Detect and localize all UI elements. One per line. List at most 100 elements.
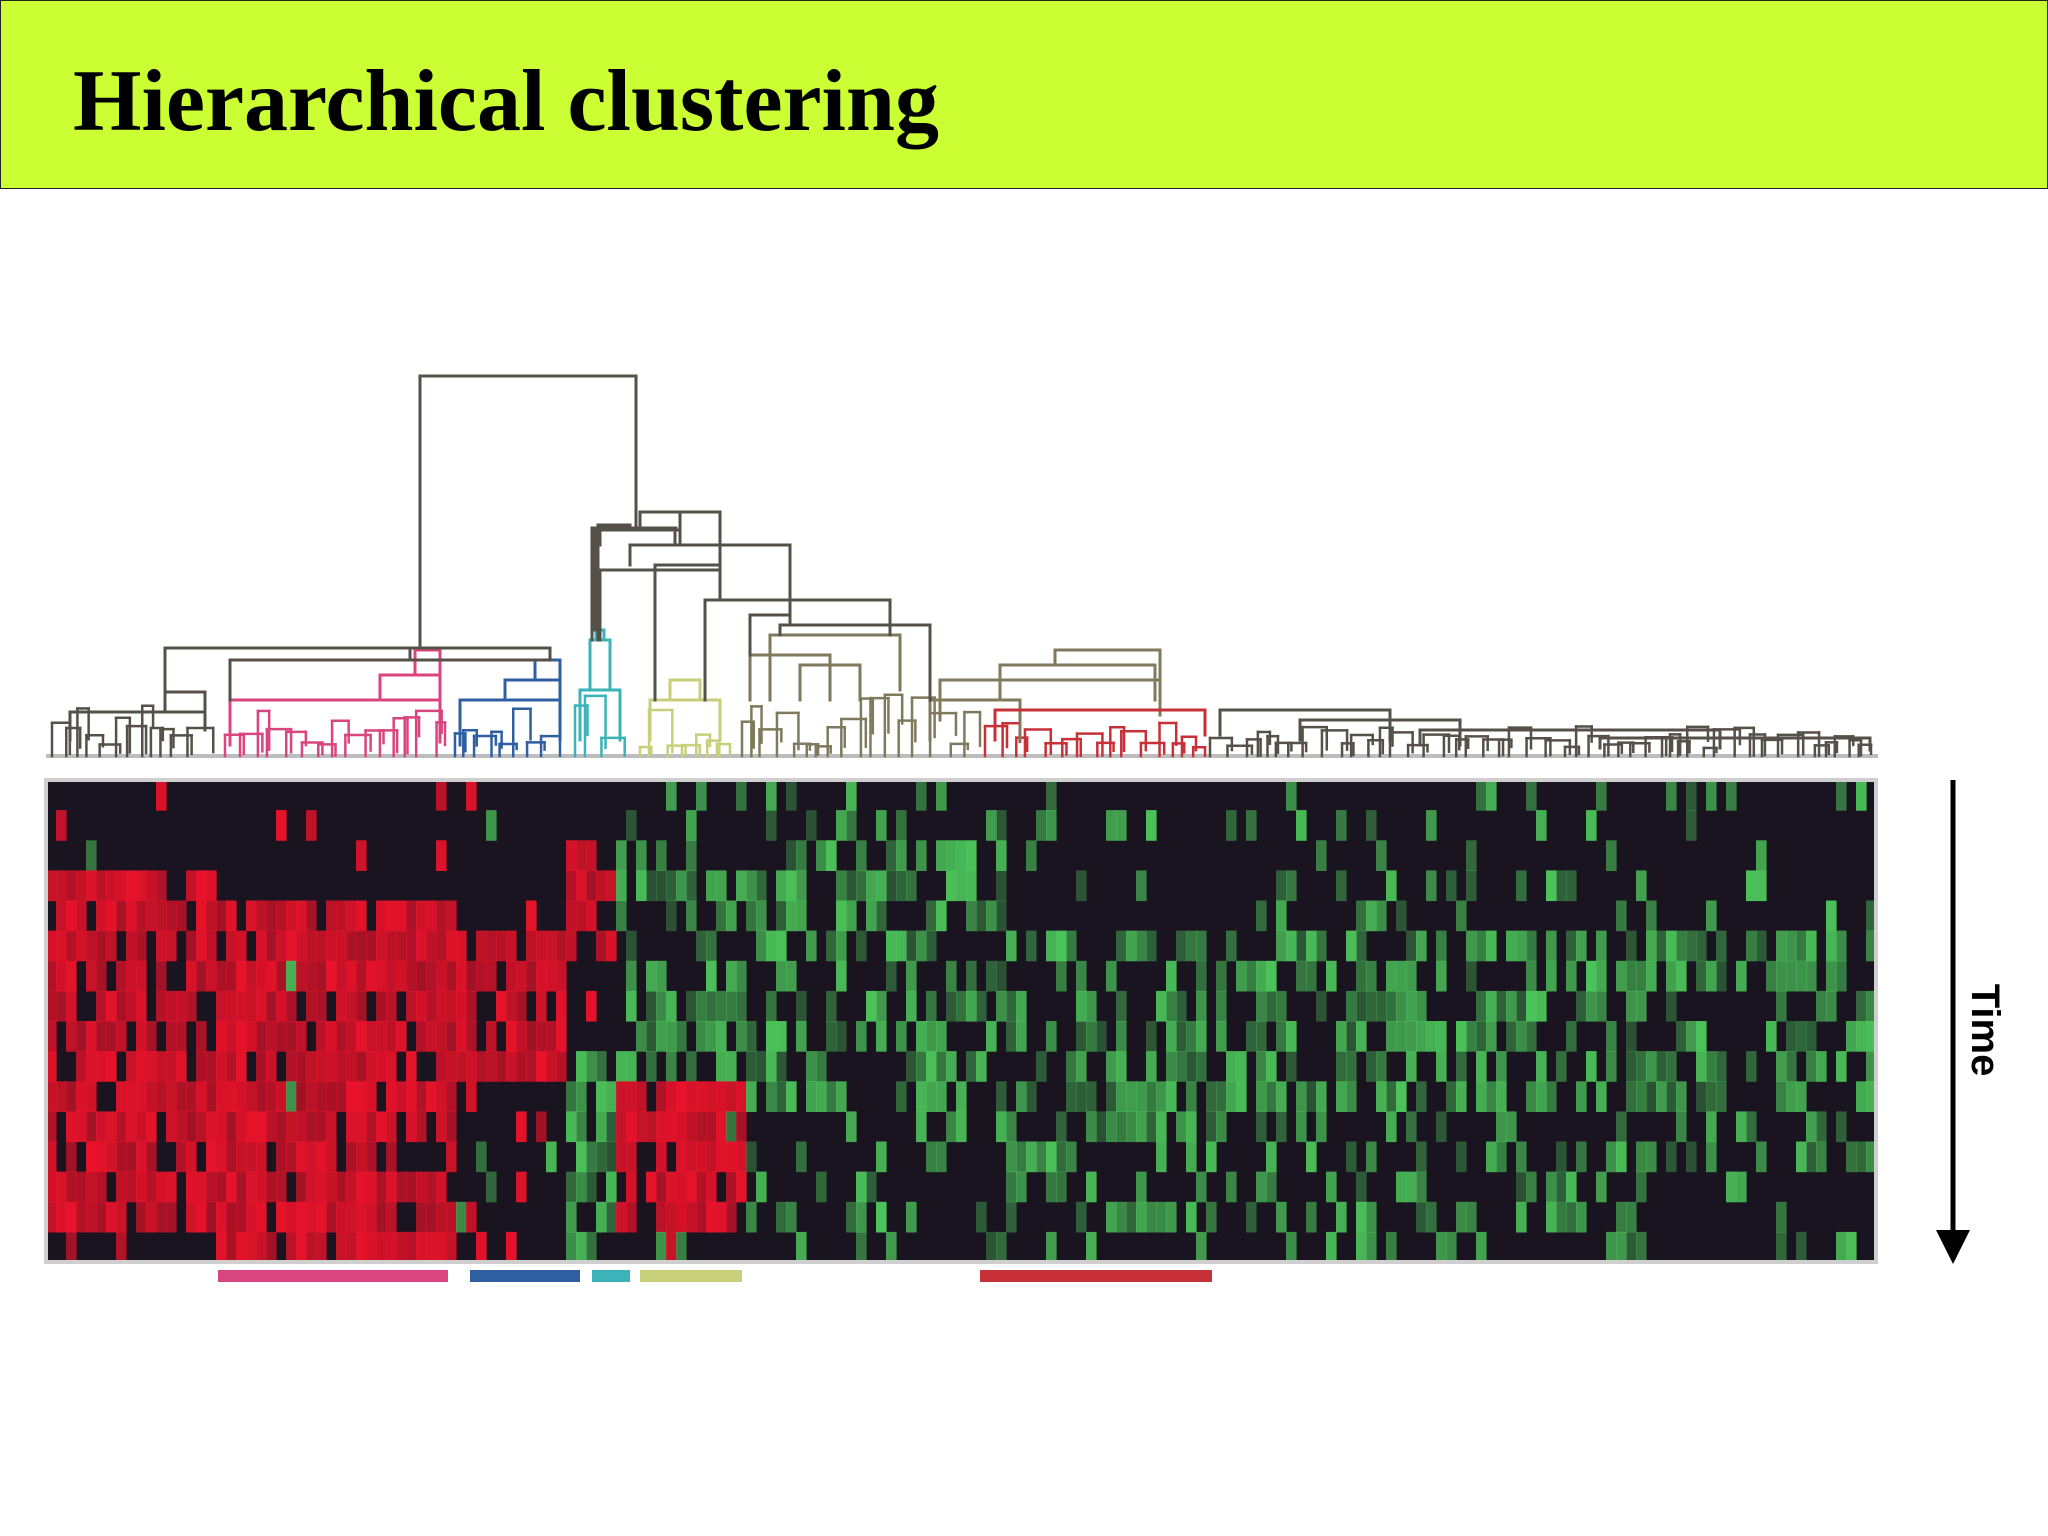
heatmap-cell	[1516, 1171, 1527, 1203]
heatmap-cell	[126, 1171, 137, 1203]
heatmap-cell	[1076, 1021, 1087, 1052]
heatmap-cell	[766, 1021, 777, 1052]
heatmap-cell	[1276, 870, 1287, 902]
heatmap-cell	[596, 870, 607, 902]
heatmap-cell	[926, 1081, 937, 1112]
heatmap-cell	[676, 1171, 687, 1203]
heatmap-cell	[386, 960, 397, 992]
heatmap-cell	[606, 930, 617, 962]
heatmap-cell	[1856, 1081, 1867, 1112]
heatmap-cell	[396, 930, 407, 962]
heatmap-cell	[636, 1111, 647, 1143]
heatmap-cell	[316, 990, 327, 1022]
heatmap-cell	[106, 1021, 117, 1052]
heatmap-cell	[1556, 1141, 1567, 1173]
heatmap-cell	[1266, 960, 1277, 992]
heatmap-cell	[986, 810, 997, 841]
heatmap-cell	[446, 990, 457, 1022]
heatmap-cell	[1106, 1201, 1117, 1233]
heatmap-cell	[1846, 1141, 1857, 1173]
heatmap-cell	[1526, 960, 1537, 992]
heatmap-cell	[1016, 990, 1027, 1022]
heatmap-cell	[1086, 1111, 1097, 1143]
heatmap-cell	[86, 1021, 97, 1052]
heatmap-cell	[176, 1141, 187, 1173]
heatmap-cell	[1866, 900, 1877, 932]
heatmap-cell	[1186, 1021, 1197, 1052]
heatmap-cell	[916, 1111, 927, 1143]
heatmap-cell	[1406, 1021, 1417, 1052]
heatmap-cell	[1456, 1141, 1467, 1173]
heatmap-cell	[1256, 1021, 1267, 1052]
heatmap-cell	[236, 930, 247, 962]
heatmap-cell	[1646, 930, 1657, 962]
heatmap-cell	[386, 990, 397, 1022]
heatmap-cell	[436, 1171, 447, 1203]
heatmap-cell	[56, 1171, 67, 1203]
heatmap-cell	[616, 1111, 627, 1143]
heatmap-cell	[766, 930, 777, 962]
heatmap-cell	[1046, 810, 1057, 841]
heatmap-cell	[496, 930, 507, 962]
heatmap-cell	[626, 930, 637, 962]
heatmap-cell	[1506, 990, 1517, 1022]
heatmap-cell	[1776, 930, 1787, 962]
heatmap-cell	[126, 960, 137, 992]
heatmap-cell	[186, 870, 197, 902]
heatmap-cell	[786, 870, 797, 902]
heatmap-cell	[836, 870, 847, 902]
heatmap-cell	[1336, 1051, 1347, 1082]
heatmap-cell	[586, 1231, 597, 1263]
heatmap-cell	[446, 1201, 457, 1233]
heatmap-cell	[1256, 1171, 1267, 1203]
heatmap-cell	[196, 1201, 207, 1233]
heatmap-cell	[156, 960, 167, 992]
heatmap-cell	[1146, 1021, 1157, 1052]
heatmap-cell	[386, 1141, 397, 1173]
heatmap-cell	[926, 1051, 937, 1082]
heatmap-cell	[656, 870, 667, 902]
heatmap-cell	[686, 810, 697, 841]
heatmap-cell	[586, 840, 597, 871]
heatmap-cell	[1796, 960, 1807, 992]
heatmap-cell	[1356, 960, 1367, 992]
heatmap-cell	[296, 1111, 307, 1143]
heatmap-cell	[826, 1021, 837, 1052]
heatmap-cell	[1746, 870, 1757, 902]
heatmap-cell	[1496, 1051, 1507, 1082]
heatmap-cell	[226, 900, 237, 932]
heatmap-cell	[776, 930, 787, 962]
heatmap-cell	[306, 990, 317, 1022]
heatmap-cell	[1366, 810, 1377, 841]
heatmap-cell	[1636, 1231, 1647, 1263]
heatmap-cell	[566, 870, 577, 902]
heatmap-cell	[1526, 1081, 1537, 1112]
heatmap-cell	[796, 990, 807, 1022]
heatmap-cell	[356, 1081, 367, 1112]
heatmap-cell	[1616, 1141, 1627, 1173]
heatmap-cell	[526, 1051, 537, 1082]
heatmap-cell	[1246, 810, 1257, 841]
heatmap-cell	[156, 1171, 167, 1203]
heatmap-cell	[1406, 1111, 1417, 1143]
heatmap-cell	[646, 1021, 657, 1052]
heatmap-cell	[546, 960, 557, 992]
heatmap-cell	[1446, 870, 1457, 902]
heatmap-cell	[156, 1201, 167, 1233]
heatmap-cell	[216, 1171, 227, 1203]
heatmap-cell	[206, 1111, 217, 1143]
heatmap-cell	[356, 1021, 367, 1052]
heatmap-cell	[46, 1171, 57, 1203]
heatmap-cell	[936, 840, 947, 871]
heatmap-cell	[996, 1081, 1007, 1112]
heatmap-cell	[726, 1171, 737, 1203]
heatmap-cell	[176, 900, 187, 932]
heatmap-cell	[1776, 990, 1787, 1022]
heatmap-cell	[316, 1021, 327, 1052]
heatmap-cell	[1376, 840, 1387, 871]
heatmap-cell	[456, 930, 467, 962]
heatmap-cell	[1626, 960, 1637, 992]
heatmap-cell	[386, 1201, 397, 1233]
heatmap-cell	[326, 1201, 337, 1233]
heatmap-cell	[406, 1171, 417, 1203]
